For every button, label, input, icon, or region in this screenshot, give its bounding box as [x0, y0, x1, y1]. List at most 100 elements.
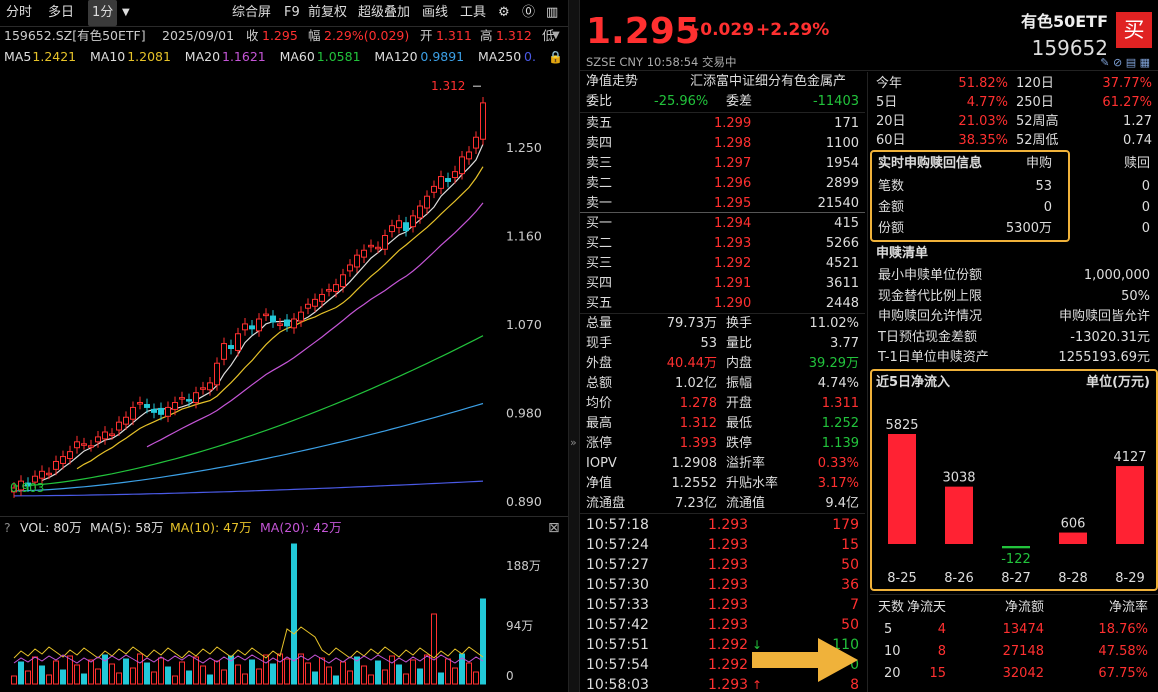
volume-bar [242, 673, 248, 685]
volume-bar [109, 663, 115, 685]
ma-value: 0.9891 [420, 49, 465, 64]
gear-icon[interactable]: ⚙ [498, 5, 510, 20]
inflow-header: 近5日净流入 单位(万元) [870, 373, 1158, 393]
ask-volume: 21540 [817, 196, 859, 211]
summary-inflow-days: 4 [937, 622, 946, 637]
summary-header: 天数 净流天 净流额 净流率 [870, 598, 1158, 618]
collapse-icon[interactable]: » [570, 436, 577, 449]
stats-row: 外盘 40.44万 内盘 39.29万 [580, 354, 865, 374]
vol-ma20-line [13, 654, 484, 664]
summary-days: 5 [884, 622, 893, 637]
candle [46, 472, 52, 476]
volume-bar [214, 660, 220, 685]
stat-value: 1.252 [821, 416, 859, 431]
chart-toolbar: 分时 多日 1分 ▼ 综合屏 F9 前复权 超级叠加 画线 工具 ⚙ ⓪ ▥ [0, 0, 568, 26]
panel-icons: ✎ ⊘ ▤ ▦ [1100, 56, 1150, 69]
close-icon[interactable]: ⊠ [548, 520, 560, 536]
vol-ma20: MA(20): 42万 [260, 520, 342, 535]
nav-row[interactable]: 净值走势 汇添富中证细分有色金属产 [580, 72, 865, 92]
volume-chart[interactable]: 188万 94万 0 [0, 538, 568, 692]
nav-label[interactable]: 净值走势 [586, 74, 639, 89]
ma-value: 1.2421 [32, 49, 77, 64]
ask-label: 卖四 [586, 136, 613, 151]
volume-bar [25, 670, 31, 685]
perf-label: 52周高 [1016, 114, 1059, 129]
tick-row: 10:57:27 1.293 50 [580, 555, 865, 575]
tick-price: 1.293 [708, 677, 749, 692]
tick-row: 10:57:24 1.293 15 [580, 535, 865, 555]
stat-label: 总量 [586, 316, 613, 331]
panel-divider[interactable]: » [568, 0, 580, 692]
tick-volume: 50 [841, 617, 859, 633]
menu-tools[interactable]: 工具 [460, 5, 487, 20]
help-icon[interactable]: ? [4, 520, 11, 535]
list-label: 最小申赎单位份额 [878, 268, 983, 283]
expand-icon[interactable]: ▼ [552, 30, 560, 41]
inflow-date-label: 8-27 [1001, 571, 1031, 586]
ask-label: 卖五 [586, 116, 613, 131]
ma-label: MA20 [184, 49, 221, 64]
volume-bar [193, 656, 199, 685]
bid-volume: 4521 [825, 256, 859, 271]
bid-price: 1.290 [714, 296, 752, 311]
buy-button[interactable]: 买 [1116, 12, 1152, 48]
list-icon[interactable]: ▤ [1125, 56, 1137, 69]
period-dropdown-icon[interactable]: ▼ [122, 7, 130, 18]
stat-value: 40.44万 [666, 356, 717, 371]
ask-price: 1.299 [714, 116, 752, 131]
realtime-highlight-box [870, 150, 1070, 242]
realtime-header: 实时申购赎回信息 申购 赎回 [870, 154, 1158, 174]
tab-multiday[interactable]: 多日 [48, 5, 75, 20]
volume-bar [347, 670, 353, 685]
volume-bar [151, 671, 157, 685]
date: 2025/09/01 [162, 28, 235, 43]
ask-volume: 1954 [825, 156, 859, 171]
arrow-annotation [752, 638, 858, 682]
edit-icon[interactable]: ✎ [1100, 56, 1110, 69]
candle [172, 402, 178, 410]
ma120-line [13, 402, 484, 492]
down-arrow-icon: ↓ [752, 638, 763, 652]
lock-icon[interactable]: 🔒 [548, 50, 563, 64]
link-icon[interactable]: ⊘ [1112, 56, 1123, 69]
tick-volume: 50 [841, 557, 859, 573]
security-name-box: 有色50ETF 159652 [1021, 8, 1108, 60]
candle [18, 480, 24, 491]
layout-icon[interactable]: ▥ [546, 5, 559, 20]
volume-bar [228, 655, 234, 685]
tick-row: 10:57:18 1.293 179 [580, 515, 865, 535]
stat-label: 外盘 [586, 356, 613, 371]
summary-header-cell: 净流额 [1004, 600, 1044, 615]
bid-label: 买一 [586, 216, 613, 231]
tab-intraday[interactable]: 分时 [6, 5, 33, 20]
candle [298, 311, 304, 322]
stat-value: 53 [700, 336, 717, 351]
candle [151, 408, 157, 413]
menu-overlay[interactable]: 超级叠加 [358, 5, 411, 20]
ask-label: 卖三 [586, 156, 613, 171]
ma-value: 1.0581 [316, 49, 361, 64]
bid-row: 买五 1.290 2448 [580, 294, 865, 314]
help-icon[interactable]: ⓪ [522, 5, 536, 20]
stat-label: 涨停 [586, 436, 613, 451]
inflow-unit: 单位(万元) [1086, 375, 1150, 390]
menu-composite[interactable]: 综合屏 [232, 5, 272, 20]
menu-forward-adjust[interactable]: 前复权 [308, 5, 348, 20]
perf-value: 0.74 [1123, 133, 1152, 148]
volume-bar [368, 674, 374, 685]
volume-bar [382, 669, 388, 685]
ma5-line [41, 143, 484, 482]
volume-bar [340, 661, 346, 685]
menu-draw[interactable]: 画线 [422, 5, 449, 20]
grid-icon[interactable]: ▦ [1139, 56, 1150, 69]
tick-row: 10:58:03 1.293 ↑ 8 [580, 675, 865, 692]
stats-row: 净值 1.2552 升贴水率 3.17% [580, 474, 865, 494]
bid-price: 1.293 [714, 236, 752, 251]
kline-chart[interactable]: 1.250 1.160 1.070 0.980 0.890 1.312 0.903 [0, 68, 568, 516]
volume-bar [354, 656, 360, 685]
menu-f9[interactable]: F9 [284, 5, 300, 20]
candle [284, 319, 290, 327]
realtime-subscribe-header: 申购 [1026, 156, 1053, 171]
tab-1min[interactable]: 1分 [88, 0, 118, 26]
list-label: T日预估现金差额 [878, 329, 977, 345]
